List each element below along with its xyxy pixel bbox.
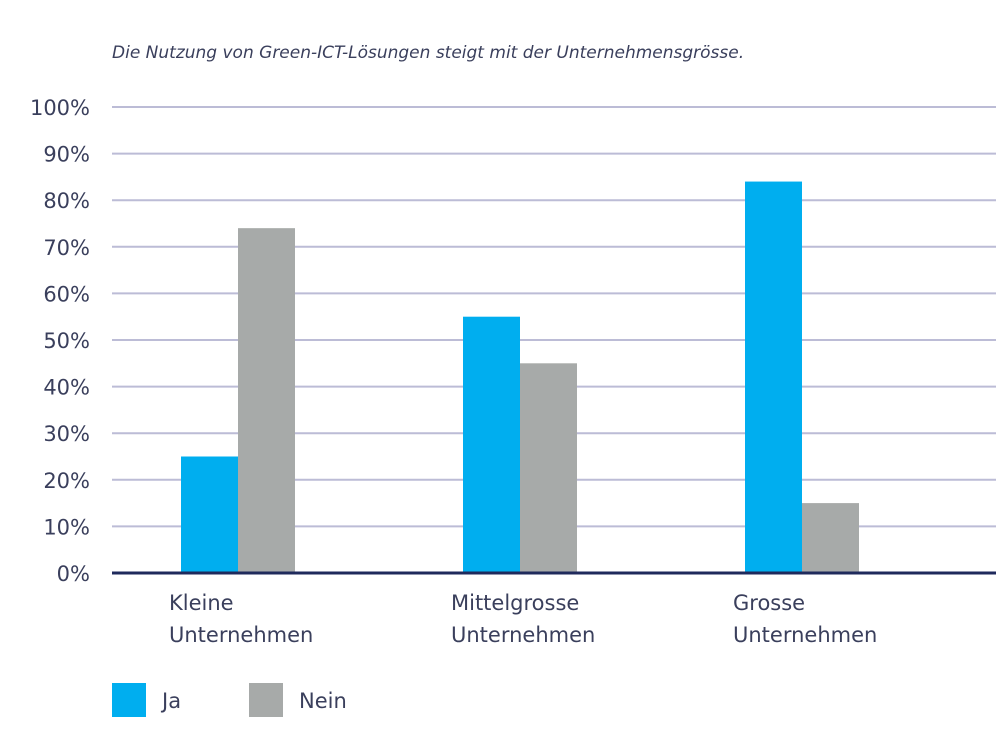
y-tick-label-80: 80% [43,189,90,213]
legend-swatch-ja [112,683,146,717]
bar-ja-0 [181,456,238,573]
legend-swatch-nein [249,683,283,717]
bars [181,181,859,573]
chart-subtitle: Die Nutzung von Green-ICT-Lösungen steig… [112,43,744,63]
bar-ja-1 [463,316,520,573]
y-tick-label-40: 40% [43,376,90,400]
legend-label-nein: Nein [299,689,347,713]
legend-label-ja: Ja [160,689,181,713]
y-tick-label-100: 100% [30,96,90,120]
category-label-1: Mittelgrosse Unternehmen [451,591,595,647]
legend: Ja Nein [112,683,347,717]
y-tick-label-10: 10% [43,515,90,539]
bar-nein-2 [802,503,859,573]
y-tick-label-70: 70% [43,236,90,260]
bar-ja-2 [745,181,802,573]
y-tick-label-20: 20% [43,469,90,493]
y-tick-label-90: 90% [43,143,90,167]
bar-nein-0 [238,228,295,573]
y-tick-label-0: 0% [57,562,90,586]
y-axis-tick-labels: 0% 10% 20% 30% 40% 50% 60% 70% 80% 90% 100% [30,96,90,586]
y-tick-label-50: 50% [43,329,90,353]
y-tick-label-30: 30% [43,422,90,446]
bar-nein-1 [520,363,577,573]
category-label-2: Grosse Unternehmen [733,591,877,647]
x-axis-category-labels: Kleine Unternehmen Mittelgrosse Unternehmen… [169,591,877,647]
category-label-0: Kleine Unternehmen [169,591,313,647]
y-tick-label-60: 60% [43,282,90,306]
